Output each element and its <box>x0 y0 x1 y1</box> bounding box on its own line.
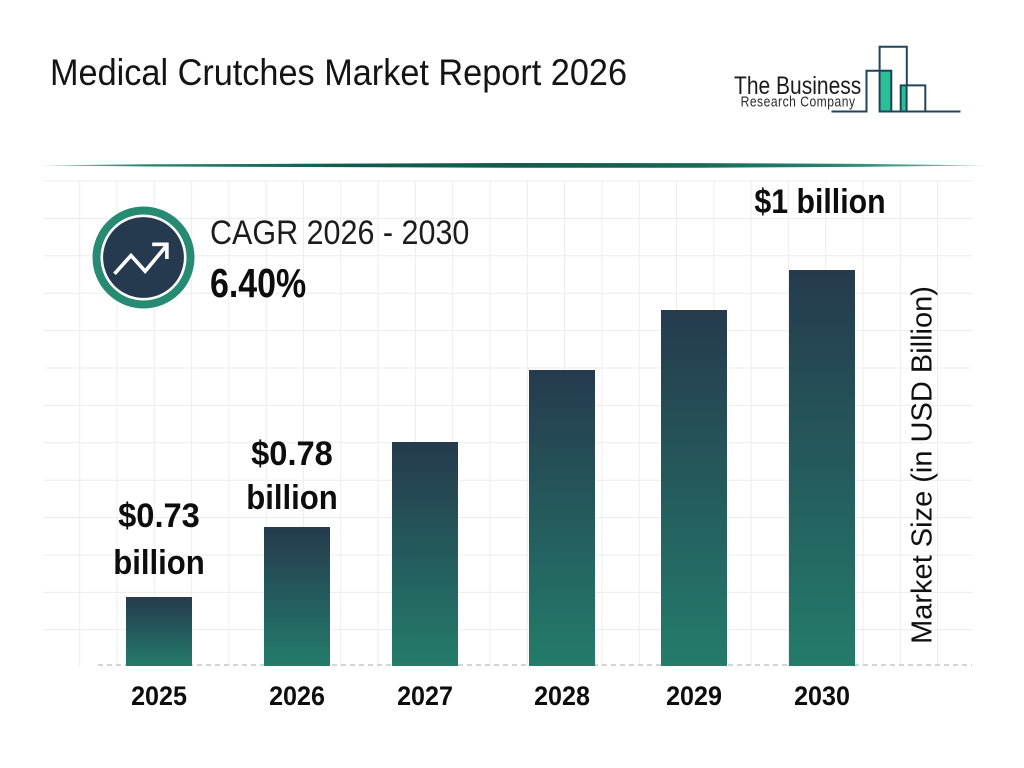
svg-text:Research Company: Research Company <box>741 94 856 110</box>
svg-text:The Business: The Business <box>734 72 861 100</box>
